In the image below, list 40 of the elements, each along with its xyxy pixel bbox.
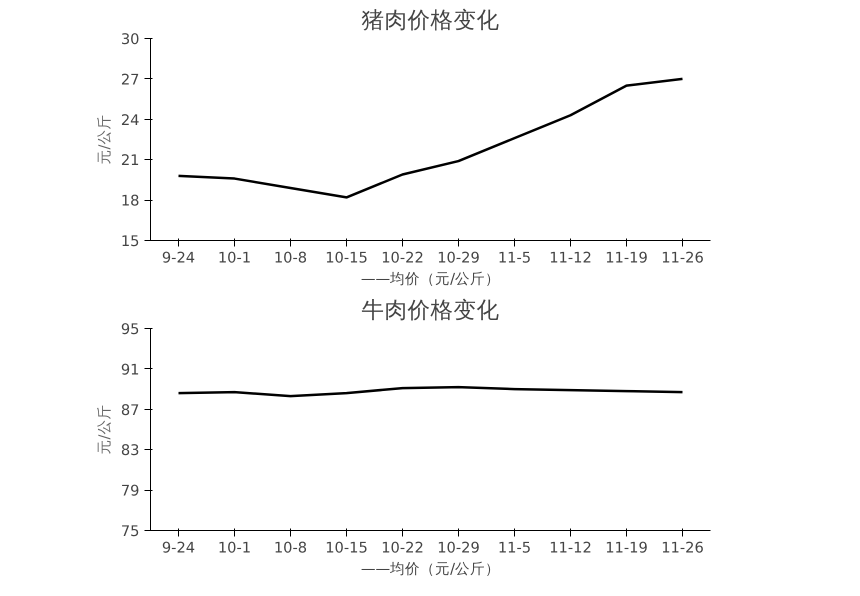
line-series bbox=[177, 78, 684, 199]
x-tick-label: 10-8 bbox=[274, 250, 308, 266]
x-tick-label: 9-24 bbox=[162, 540, 196, 556]
x-tick-label: 10-29 bbox=[437, 540, 480, 556]
y-tick-label: 18 bbox=[120, 192, 140, 210]
y-tick-label: 27 bbox=[120, 71, 140, 88]
x-tick-label: 10-22 bbox=[381, 540, 424, 556]
y-tick-label: 21 bbox=[120, 152, 140, 170]
y-tick-label: 30 bbox=[120, 31, 140, 48]
x-axis-title: ——均价（元/公斤） bbox=[360, 270, 500, 288]
y-tick-label: 95 bbox=[120, 321, 140, 338]
y-tick-label: 87 bbox=[120, 402, 140, 419]
y-axis-title: 元/公斤 bbox=[96, 114, 113, 164]
x-tick-label: 10-8 bbox=[274, 540, 308, 556]
x-tick-label: 10-22 bbox=[381, 250, 424, 266]
x-tick-label: 11-12 bbox=[549, 250, 592, 266]
y-axis-title: 元/公斤 bbox=[96, 404, 113, 454]
x-axis-title: ——均价（元/公斤） bbox=[360, 560, 500, 578]
y-tick-label: 15 bbox=[120, 233, 140, 250]
x-tick-label: 11-5 bbox=[498, 540, 532, 556]
x-tick-label: 11-19 bbox=[605, 540, 648, 556]
x-tick-label: 11-26 bbox=[661, 250, 704, 266]
x-tick-label: 10-29 bbox=[437, 250, 480, 266]
line-series bbox=[177, 386, 684, 398]
x-tick-label: 11-19 bbox=[605, 250, 648, 266]
x-tick-label: 9-24 bbox=[162, 250, 196, 266]
x-tick-label: 11-26 bbox=[661, 540, 704, 556]
chart-title: 牛肉价格变化 bbox=[362, 298, 500, 324]
x-tick-label: 10-1 bbox=[218, 250, 252, 266]
y-tick-label: 91 bbox=[120, 361, 140, 378]
x-tick-label: 10-15 bbox=[325, 540, 368, 556]
y-tick-label: 75 bbox=[120, 523, 140, 540]
x-tick-label: 11-12 bbox=[549, 540, 592, 556]
x-tick-label: 11-5 bbox=[498, 250, 532, 266]
x-tick-label: 10-15 bbox=[325, 250, 368, 266]
y-tick-label: 79 bbox=[120, 482, 140, 500]
y-tick-label: 24 bbox=[120, 112, 140, 129]
y-tick-label: 83 bbox=[120, 442, 140, 460]
x-tick-label: 10-1 bbox=[218, 540, 252, 556]
chart-title: 猪肉价格变化 bbox=[362, 8, 500, 34]
